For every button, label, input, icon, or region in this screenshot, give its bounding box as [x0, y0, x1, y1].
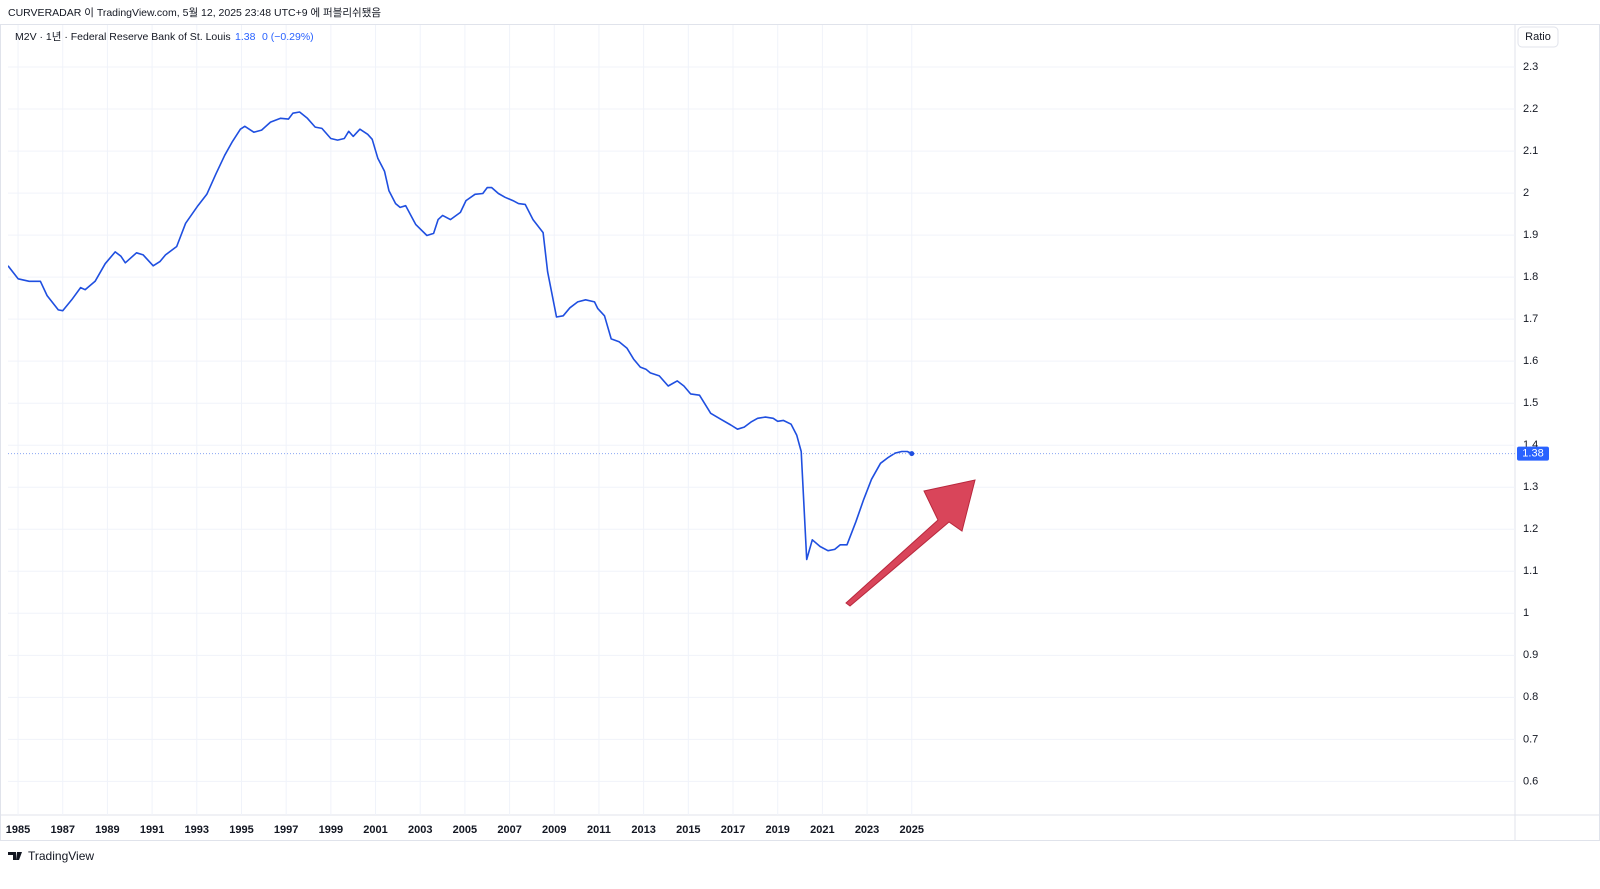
last-point	[909, 451, 915, 457]
x-tick-label: 1997	[274, 824, 298, 836]
y-tick-label: 1.1	[1523, 565, 1538, 577]
x-tick-label: 2015	[676, 824, 700, 836]
series-title: M2V · 1년 · Federal Reserve Bank of St. L…	[15, 31, 231, 43]
x-tick-label: 2011	[587, 824, 611, 836]
x-tick-label: 2021	[810, 824, 834, 836]
price-label-box	[1517, 446, 1549, 461]
y-tick-label: 1.6	[1523, 355, 1538, 367]
y-tick-label: 0.9	[1523, 649, 1538, 661]
y-tick-label: 0.6	[1523, 775, 1538, 787]
x-tick-label: 2007	[497, 824, 521, 836]
x-tick-label: 2025	[900, 824, 924, 836]
y-tick-label: 2	[1523, 187, 1529, 199]
y-tick-label: 1.5	[1523, 397, 1538, 409]
y-tick-label: 2.3	[1523, 61, 1538, 73]
change: 0 (−0.29%)	[262, 31, 314, 43]
last-value: 1.38	[235, 31, 256, 43]
y-tick-label: 1.2	[1523, 523, 1538, 535]
x-tick-label: 2023	[855, 824, 879, 836]
annotation-arrow	[845, 479, 976, 607]
x-tick-label: 1989	[95, 824, 119, 836]
plot-area	[8, 111, 1515, 561]
scale-button[interactable]	[1517, 26, 1559, 48]
x-tick-label: 1991	[140, 824, 164, 836]
y-tick-label: 1.7	[1523, 313, 1538, 325]
price-label: 1.38	[1522, 448, 1543, 460]
x-tick-label: 2017	[721, 824, 745, 836]
y-tick-label: 1.3	[1523, 481, 1538, 493]
x-tick-label: 2013	[631, 824, 655, 836]
x-tick-label: 2009	[542, 824, 566, 836]
grid	[8, 25, 1515, 815]
y-tick-label: 2.1	[1523, 145, 1538, 157]
published-note: CURVERADAR 이 TradingView.com, 5월 12, 202…	[8, 7, 381, 19]
y-tick-label: 0.8	[1523, 691, 1538, 703]
axes: 0.60.70.80.911.11.21.31.41.51.61.71.81.9…	[6, 61, 1549, 836]
x-tick-label: 1999	[319, 824, 343, 836]
y-tick-label: 1.8	[1523, 271, 1538, 283]
x-tick-label: 2003	[408, 824, 432, 836]
scale-label[interactable]: Ratio	[1525, 31, 1551, 43]
y-tick-label: 1	[1523, 607, 1529, 619]
x-tick-label: 2019	[765, 824, 789, 836]
y-tick-label: 0.7	[1523, 733, 1538, 745]
x-tick-label: 2001	[363, 824, 387, 836]
series-line	[8, 111, 913, 561]
frame	[0, 24, 1600, 841]
x-tick-label: 1987	[50, 824, 74, 836]
x-tick-label: 1993	[185, 824, 209, 836]
logo	[8, 852, 22, 860]
y-tick-label: 2.2	[1523, 103, 1538, 115]
x-tick-label: 1995	[229, 824, 253, 836]
x-tick-label: 2005	[453, 824, 477, 836]
brand: TradingView	[28, 849, 94, 863]
x-tick-label: 1985	[6, 824, 30, 836]
y-tick-label: 1.9	[1523, 229, 1538, 241]
